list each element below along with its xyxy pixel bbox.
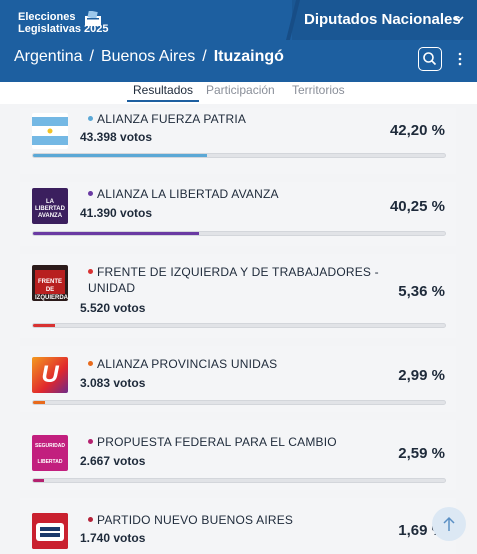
party-name: ALIANZA FUERZA PATRIA bbox=[88, 111, 246, 127]
frente-de-izquierda-logo: FRENTE DE IZQUIERDA bbox=[32, 265, 68, 301]
chamber-panel bbox=[292, 0, 477, 40]
chevron-down-icon[interactable] bbox=[452, 12, 466, 26]
logo-text: LIBERTAD bbox=[37, 459, 63, 465]
breadcrumb-municipality: Ituzaingó bbox=[213, 48, 284, 65]
more-options-icon[interactable] bbox=[455, 49, 465, 69]
la-libertad-avanza-logo: LA LIBERTAD AVANZA bbox=[32, 188, 68, 224]
result-card[interactable]: ALIANZA FUERZA PATRIA 43.398 votos 42,20… bbox=[20, 108, 456, 174]
tab-participacion[interactable]: Participación bbox=[206, 83, 275, 97]
vote-percentage: 5,36 % bbox=[398, 283, 445, 300]
party-color-dot bbox=[88, 191, 93, 196]
breadcrumb-province[interactable]: Buenos Aires bbox=[100, 48, 196, 65]
vote-bar bbox=[32, 478, 446, 483]
search-button[interactable] bbox=[418, 47, 442, 71]
logo-line-1: Elecciones bbox=[18, 11, 76, 23]
party-color-dot bbox=[88, 116, 93, 121]
vote-count: 3.083 votos bbox=[80, 376, 146, 390]
logo-text: LA LIBERTAD AVANZA bbox=[35, 199, 65, 219]
vote-percentage: 40,25 % bbox=[389, 198, 445, 215]
result-card[interactable]: SEGURIDAD LIBERTAD PROPUESTA FEDERAL PAR… bbox=[20, 420, 456, 490]
vote-bar bbox=[32, 400, 446, 405]
breadcrumb-country[interactable]: Argentina bbox=[14, 48, 83, 65]
vote-count: 41.390 votos bbox=[80, 206, 153, 220]
vote-count: 2.667 votos bbox=[80, 454, 146, 468]
vote-bar-fill bbox=[33, 324, 56, 327]
scroll-to-top-button[interactable] bbox=[432, 507, 466, 541]
vote-bar-fill bbox=[33, 154, 207, 157]
vote-bar-fill bbox=[33, 479, 44, 482]
vote-bar-fill bbox=[33, 401, 46, 404]
logo-text: SEGURIDAD bbox=[34, 443, 65, 449]
party-color-dot bbox=[88, 269, 93, 274]
tab-territorios[interactable]: Territorios bbox=[292, 83, 345, 97]
breadcrumb-separator: / bbox=[202, 48, 207, 65]
vote-bar bbox=[32, 153, 446, 158]
vote-bar bbox=[32, 323, 446, 328]
logo-text: U bbox=[41, 361, 59, 388]
active-tab-indicator bbox=[127, 100, 199, 102]
argentina-flag-logo bbox=[32, 113, 68, 149]
provincias-unidas-logo: U bbox=[32, 357, 68, 393]
result-card[interactable]: U ALIANZA PROVINCIAS UNIDAS 3.083 votos … bbox=[20, 346, 456, 412]
party-color-dot bbox=[88, 517, 93, 522]
party-name: ALIANZA LA LIBERTAD AVANZA bbox=[88, 186, 279, 202]
nuevo-buenos-aires-logo bbox=[32, 513, 68, 549]
vote-count: 5.520 votos bbox=[80, 301, 146, 315]
tab-bar: Resultados Participación Territorios bbox=[0, 82, 477, 104]
ballot-box-icon bbox=[85, 11, 101, 26]
breadcrumb-separator: / bbox=[89, 48, 94, 65]
tab-resultados[interactable]: Resultados bbox=[133, 83, 194, 97]
vote-percentage: 42,20 % bbox=[389, 122, 445, 139]
party-color-dot bbox=[88, 361, 93, 366]
search-icon bbox=[423, 52, 437, 66]
party-color-dot bbox=[88, 439, 93, 444]
party-name: FRENTE DE IZQUIERDA Y DE TRABAJADORES - … bbox=[88, 265, 379, 295]
party-name: PROPUESTA FEDERAL PARA EL CAMBIO bbox=[88, 434, 337, 450]
logo-text: FRENTE DE IZQUIERDA bbox=[35, 270, 68, 301]
elecciones-logo[interactable]: Elecciones Legislativas 2025 bbox=[18, 11, 128, 39]
vote-bar bbox=[32, 231, 446, 236]
chamber-selector[interactable]: Diputados Nacionales bbox=[304, 11, 461, 28]
vote-percentage: 2,99 % bbox=[398, 367, 445, 384]
result-card[interactable]: FRENTE DE IZQUIERDA FRENTE DE IZQUIERDA … bbox=[20, 254, 456, 338]
vote-percentage: 2,59 % bbox=[398, 445, 445, 462]
vote-bar-fill bbox=[33, 232, 199, 235]
logo-line-2: Legislativas 2025 bbox=[18, 23, 109, 35]
seguridad-libertad-logo: SEGURIDAD LIBERTAD bbox=[32, 435, 68, 471]
vote-count: 1.740 votos bbox=[80, 531, 146, 545]
result-card[interactable]: LA LIBERTAD AVANZA ALIANZA LA LIBERTAD A… bbox=[20, 182, 456, 246]
app-header: Elecciones Legislativas 2025 Diputados N… bbox=[0, 0, 477, 82]
breadcrumb: Argentina / Buenos Aires / Ituzaingó bbox=[14, 48, 284, 66]
party-name: ALIANZA PROVINCIAS UNIDAS bbox=[88, 356, 277, 372]
party-name: PARTIDO NUEVO BUENOS AIRES bbox=[88, 512, 293, 528]
arrow-up-icon bbox=[443, 516, 455, 531]
result-card[interactable]: PARTIDO NUEVO BUENOS AIRES 1.740 votos 1… bbox=[20, 498, 456, 554]
vote-count: 43.398 votos bbox=[80, 130, 153, 144]
